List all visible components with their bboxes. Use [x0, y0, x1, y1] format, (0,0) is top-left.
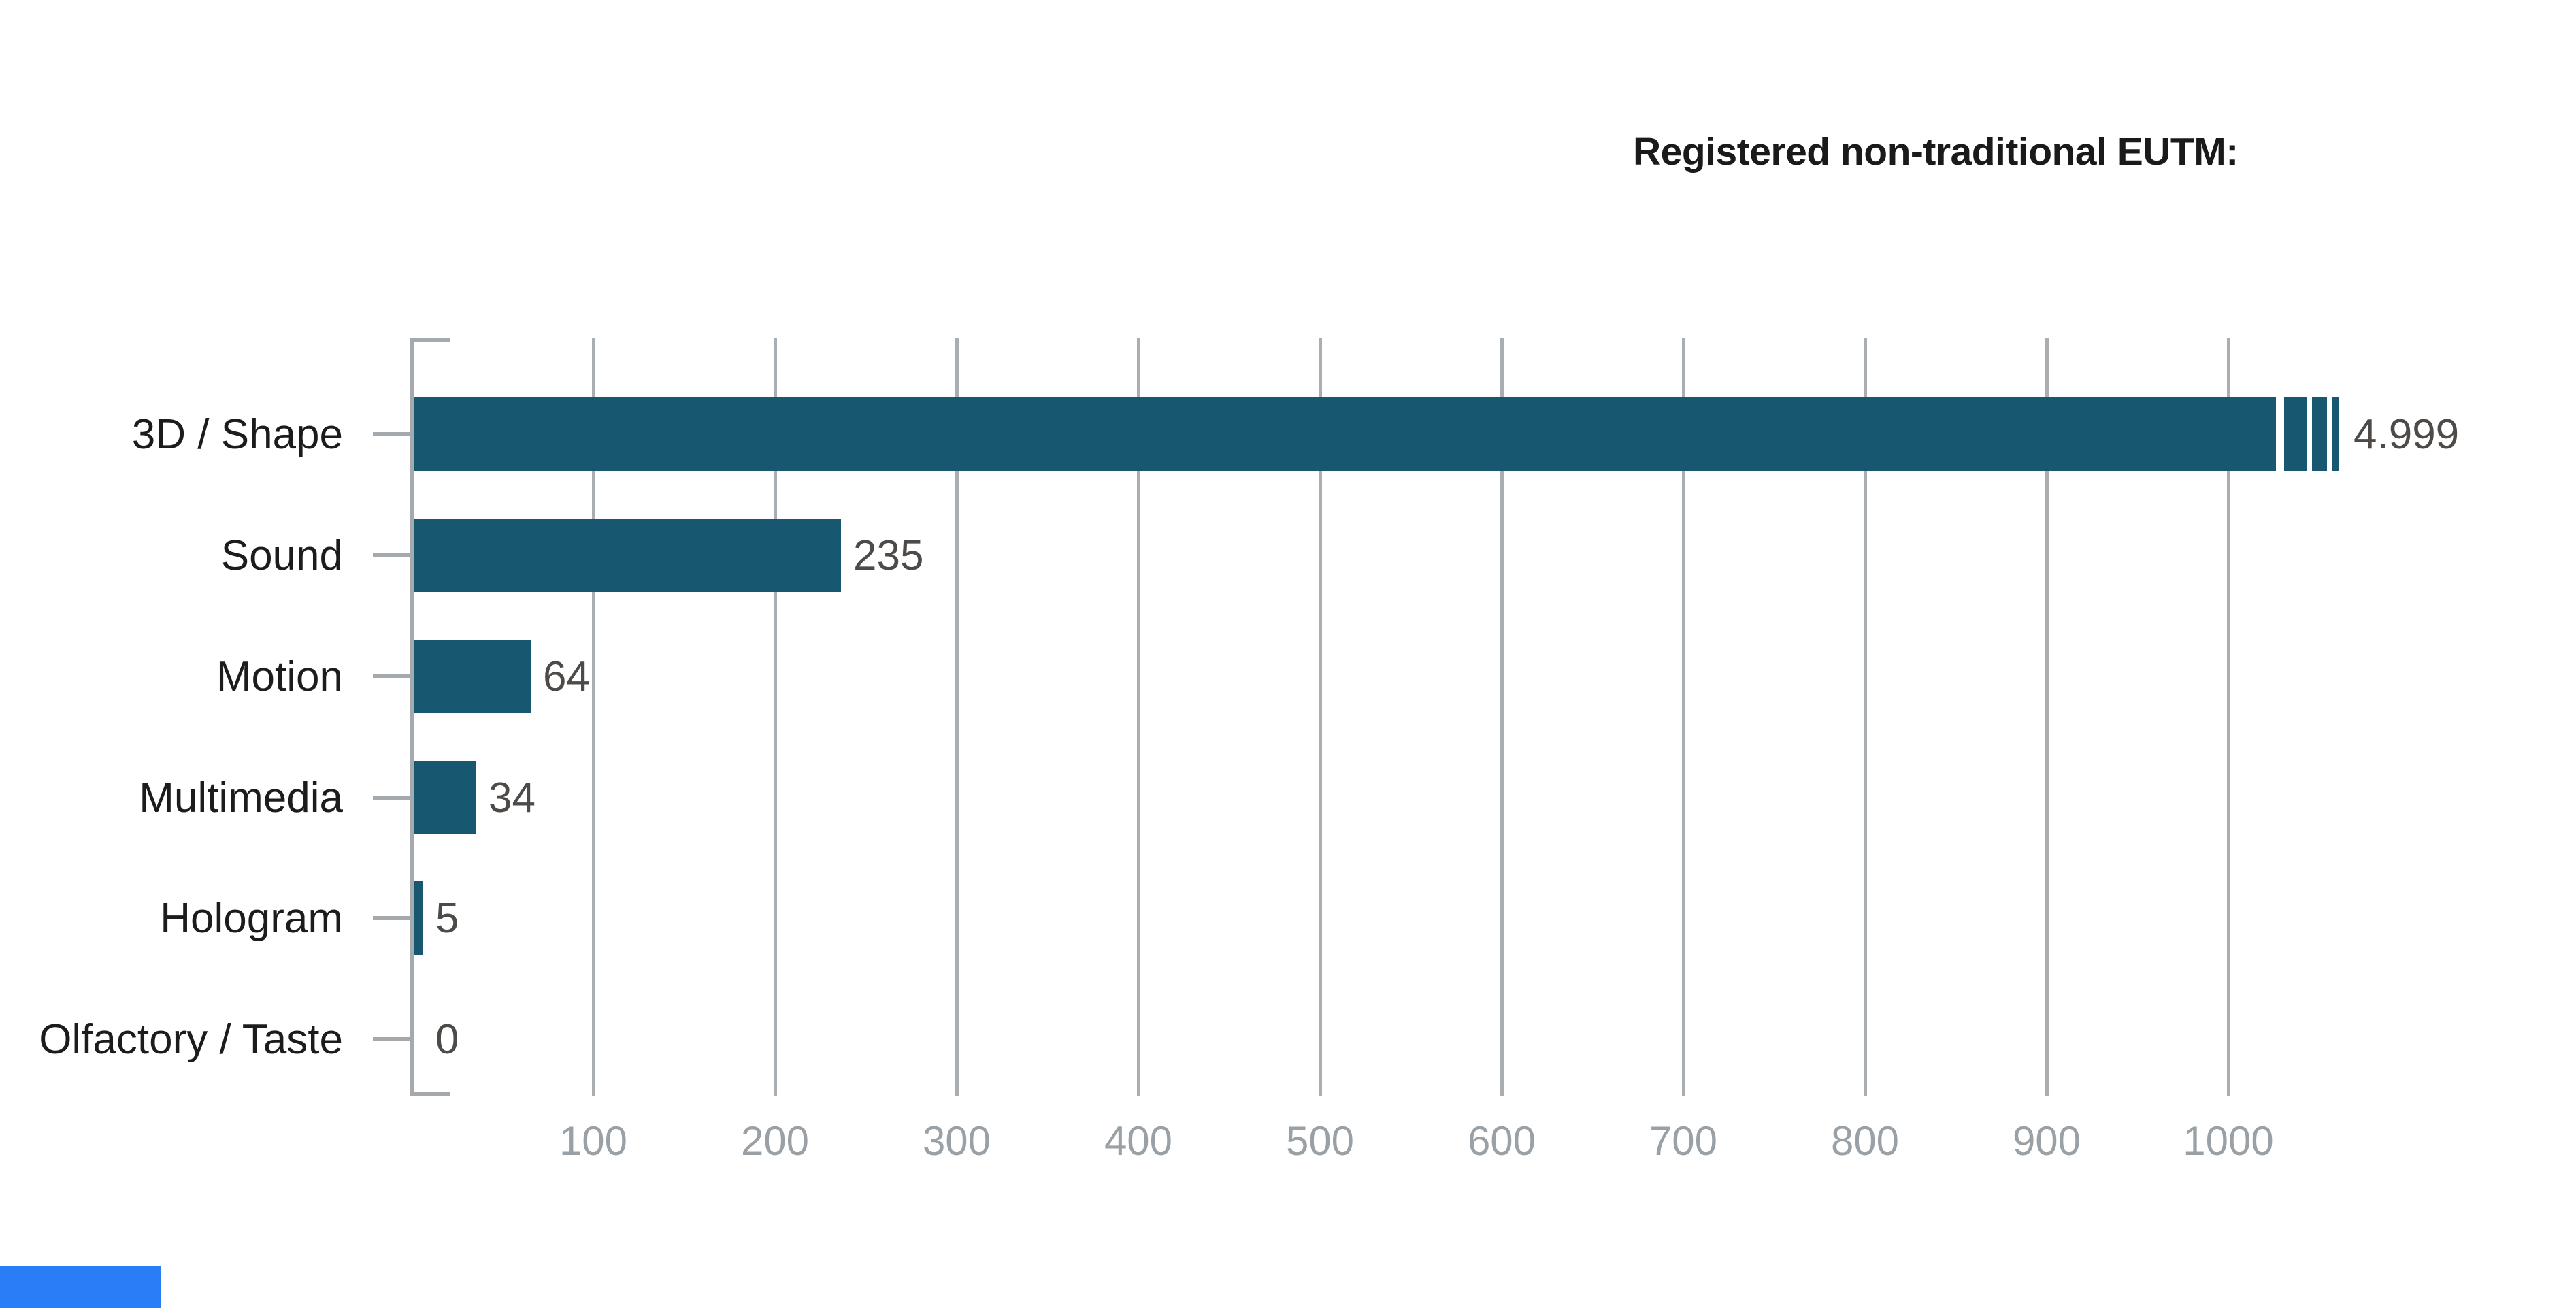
x-tick-label: 700: [1649, 1118, 1718, 1164]
gridline: [1864, 338, 1867, 1096]
category-label: Multimedia: [139, 774, 343, 821]
value-label: 5: [435, 894, 459, 942]
value-label: 34: [489, 774, 535, 821]
category-tick: [373, 553, 410, 557]
bar: [414, 640, 531, 713]
x-tick-label: 900: [2012, 1118, 2081, 1164]
x-tick-label: 100: [559, 1118, 628, 1164]
x-tick-label: 400: [1104, 1118, 1173, 1164]
bar-break-segment: [2332, 397, 2339, 471]
bar-break-segment: [2284, 397, 2307, 471]
category-label: Motion: [216, 653, 343, 700]
x-tick-label: 600: [1467, 1118, 1536, 1164]
footer-accent-bar: [0, 1266, 161, 1308]
value-label: 235: [853, 532, 924, 579]
gridline: [955, 338, 959, 1096]
x-tick-label: 300: [922, 1118, 991, 1164]
axis-top-cap: [412, 338, 450, 342]
category-tick: [373, 1037, 410, 1041]
bar: [414, 761, 476, 834]
category-label: Olfactory / Taste: [39, 1015, 343, 1063]
gridline: [2227, 338, 2230, 1096]
category-label: 3D / Shape: [131, 410, 343, 458]
gridline: [2045, 338, 2049, 1096]
y-axis-line: [410, 338, 414, 1096]
x-tick-label: 800: [1830, 1118, 1900, 1164]
x-tick-label: 500: [1285, 1118, 1355, 1164]
category-tick: [373, 916, 410, 920]
value-label: 4.999: [2354, 410, 2460, 458]
bar: [414, 881, 423, 955]
value-label: 64: [543, 653, 590, 700]
gridline: [1137, 338, 1140, 1096]
axis-bottom-cap: [412, 1092, 450, 1096]
category-label: Sound: [220, 532, 343, 579]
x-tick-label: 1000: [2183, 1118, 2274, 1164]
category-tick: [373, 674, 410, 678]
gridline: [1319, 338, 1322, 1096]
gridline: [1682, 338, 1685, 1096]
x-tick-label: 200: [740, 1118, 810, 1164]
gridline: [592, 338, 595, 1096]
bar: [414, 397, 2276, 471]
category-label: Hologram: [160, 894, 343, 942]
gridline: [1500, 338, 1504, 1096]
value-label: 0: [435, 1015, 459, 1063]
gridline: [774, 338, 777, 1096]
category-tick: [373, 796, 410, 800]
chart-title: Registered non-traditional EUTM:: [1633, 130, 2239, 174]
category-tick: [373, 432, 410, 436]
bar: [414, 519, 841, 592]
bar-break-segment: [2312, 397, 2327, 471]
